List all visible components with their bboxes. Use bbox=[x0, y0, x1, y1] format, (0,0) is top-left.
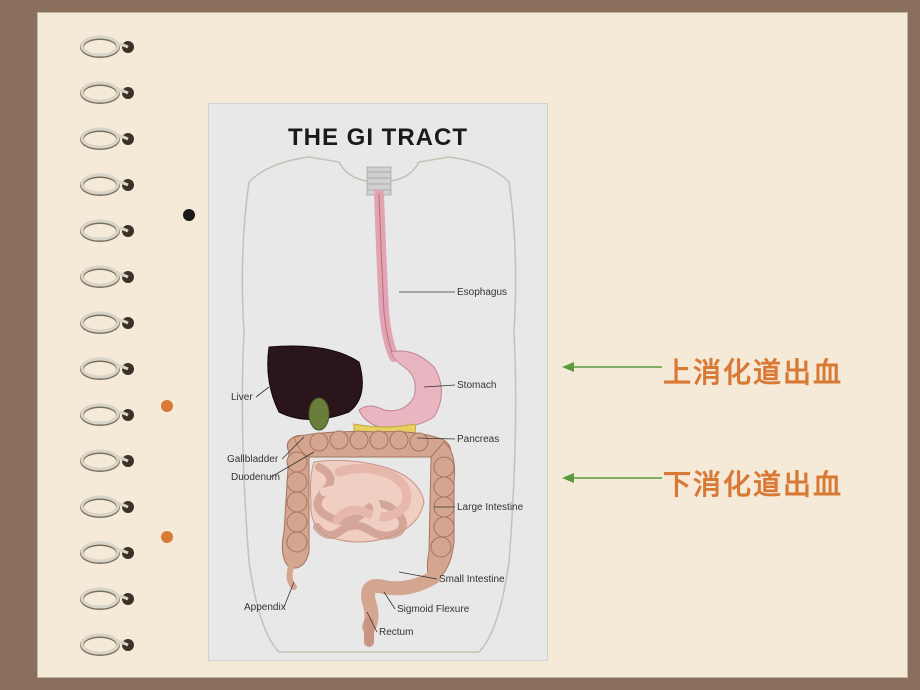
annotation-label: 下消化道出血 bbox=[663, 463, 843, 503]
spiral-ring bbox=[80, 263, 150, 291]
spiral-ring bbox=[80, 539, 150, 567]
anatomy-label: Esophagus bbox=[457, 287, 507, 298]
anatomy-label: Gallbladder bbox=[227, 454, 278, 465]
bullet-point bbox=[183, 209, 195, 221]
anatomy-label: Large Intestine bbox=[457, 502, 523, 513]
spiral-ring bbox=[80, 171, 150, 199]
spiral-ring bbox=[80, 309, 150, 337]
anatomy-label: Pancreas bbox=[457, 434, 499, 445]
spiral-ring bbox=[80, 125, 150, 153]
anatomy-label: Sigmoid Flexure bbox=[397, 604, 469, 615]
anatomy-label: Rectum bbox=[379, 627, 413, 638]
gi-tract-diagram: THE GI TRACT bbox=[208, 103, 548, 661]
anatomy-label: Appendix bbox=[244, 602, 286, 613]
annotation-label: 上消化道出血 bbox=[663, 351, 843, 391]
spiral-ring bbox=[80, 355, 150, 383]
spiral-ring bbox=[80, 631, 150, 659]
arrow-icon bbox=[560, 359, 664, 375]
spiral-ring bbox=[80, 401, 150, 429]
slide-page: THE GI TRACT bbox=[37, 12, 908, 678]
spiral-ring bbox=[80, 217, 150, 245]
spiral-ring bbox=[80, 585, 150, 613]
anatomy-label: Stomach bbox=[457, 380, 496, 391]
spiral-binding bbox=[80, 33, 150, 683]
anatomy-label: Duodenum bbox=[231, 472, 280, 483]
spiral-ring bbox=[80, 493, 150, 521]
arrow-icon bbox=[560, 470, 664, 486]
spiral-ring bbox=[80, 79, 150, 107]
bullet-point bbox=[161, 400, 173, 412]
anatomy-label: Liver bbox=[231, 392, 253, 403]
bullet-point bbox=[161, 531, 173, 543]
spiral-ring bbox=[80, 33, 150, 61]
spiral-ring bbox=[80, 447, 150, 475]
anatomy-label: Small Intestine bbox=[439, 574, 505, 585]
